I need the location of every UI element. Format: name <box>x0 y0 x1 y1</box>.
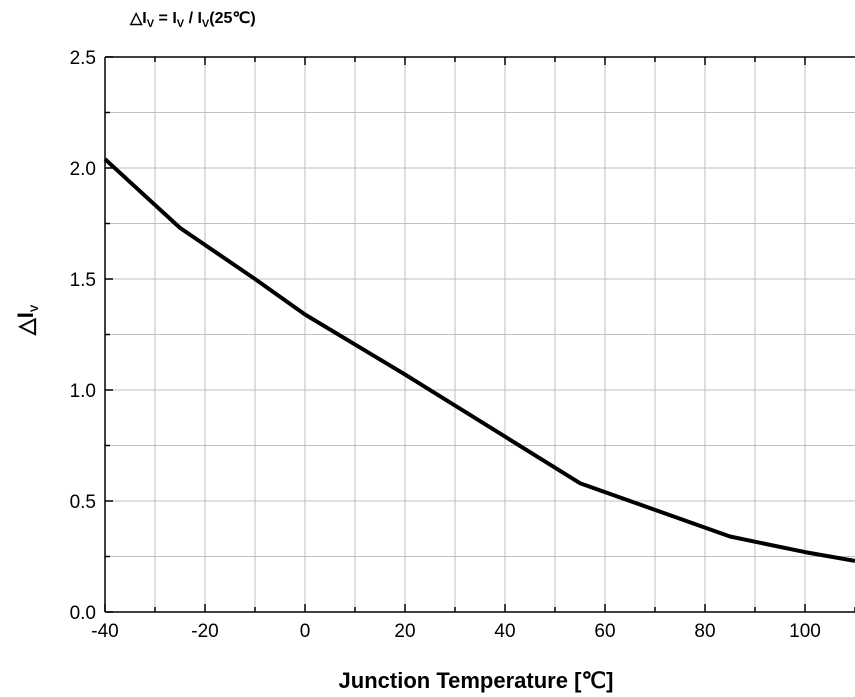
y-axis-title: △IV <box>13 304 41 336</box>
x-tick-label: 40 <box>494 621 515 642</box>
y-tick-label: 0.5 <box>70 492 96 513</box>
axis-ticks <box>104 56 855 613</box>
x-tick-label: 80 <box>694 621 715 642</box>
x-tick-labels: -40 -20 0 20 40 60 80 100 <box>91 621 821 642</box>
y-tick-label: 2.5 <box>70 48 96 69</box>
chart-formula-title: △IV = IV / IV(25℃) <box>129 10 256 30</box>
x-axis-title: Junction Temperature [℃] <box>339 668 614 693</box>
x-tick-label: 20 <box>394 621 415 642</box>
x-tick-label: 60 <box>594 621 615 642</box>
grid-lines <box>105 57 855 612</box>
y-tick-label: 1.0 <box>70 381 96 402</box>
y-tick-label: 0.0 <box>70 603 96 624</box>
x-tick-label: -40 <box>91 621 118 642</box>
x-tick-label: 100 <box>789 621 821 642</box>
x-tick-label: 0 <box>300 621 311 642</box>
series-group <box>103 157 855 563</box>
x-tick-label: -20 <box>191 621 218 642</box>
y-tick-label: 2.0 <box>70 159 96 180</box>
y-tick-labels: 0.0 0.5 1.0 1.5 2.0 2.5 <box>70 48 96 624</box>
series-line <box>103 157 855 563</box>
y-tick-label: 1.5 <box>70 270 96 291</box>
